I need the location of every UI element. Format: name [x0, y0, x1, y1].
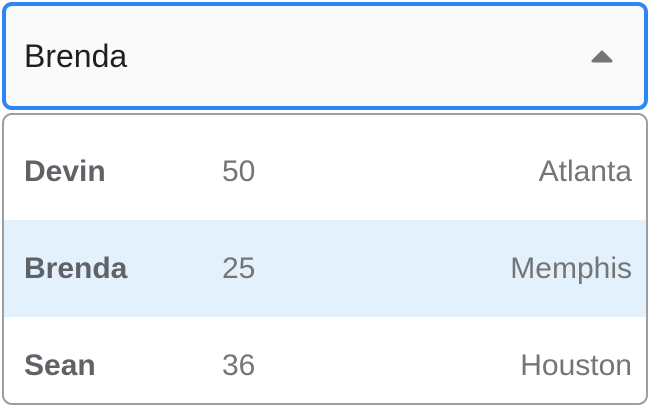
option-city: Memphis — [510, 251, 632, 285]
option-age: 25 — [222, 251, 256, 285]
option-row-brenda[interactable]: Brenda 25 Memphis — [4, 220, 646, 317]
combobox-input[interactable]: Brenda — [2, 2, 648, 110]
option-name: Sean — [24, 348, 96, 382]
option-name: Devin — [24, 154, 106, 188]
option-row-sean[interactable]: Sean 36 Houston — [4, 317, 646, 403]
option-city: Atlanta — [538, 154, 632, 188]
option-name: Brenda — [24, 251, 128, 285]
collapse-button[interactable] — [582, 36, 622, 76]
combobox-value[interactable]: Brenda — [24, 37, 128, 74]
caret-up-icon — [591, 50, 613, 62]
options-listbox: Devin 50 Atlanta Brenda 25 Memphis Sean … — [2, 113, 648, 405]
option-age: 36 — [222, 348, 256, 382]
option-city: Houston — [520, 348, 632, 382]
option-row-devin[interactable]: Devin 50 Atlanta — [4, 123, 646, 220]
option-age: 50 — [222, 154, 256, 188]
